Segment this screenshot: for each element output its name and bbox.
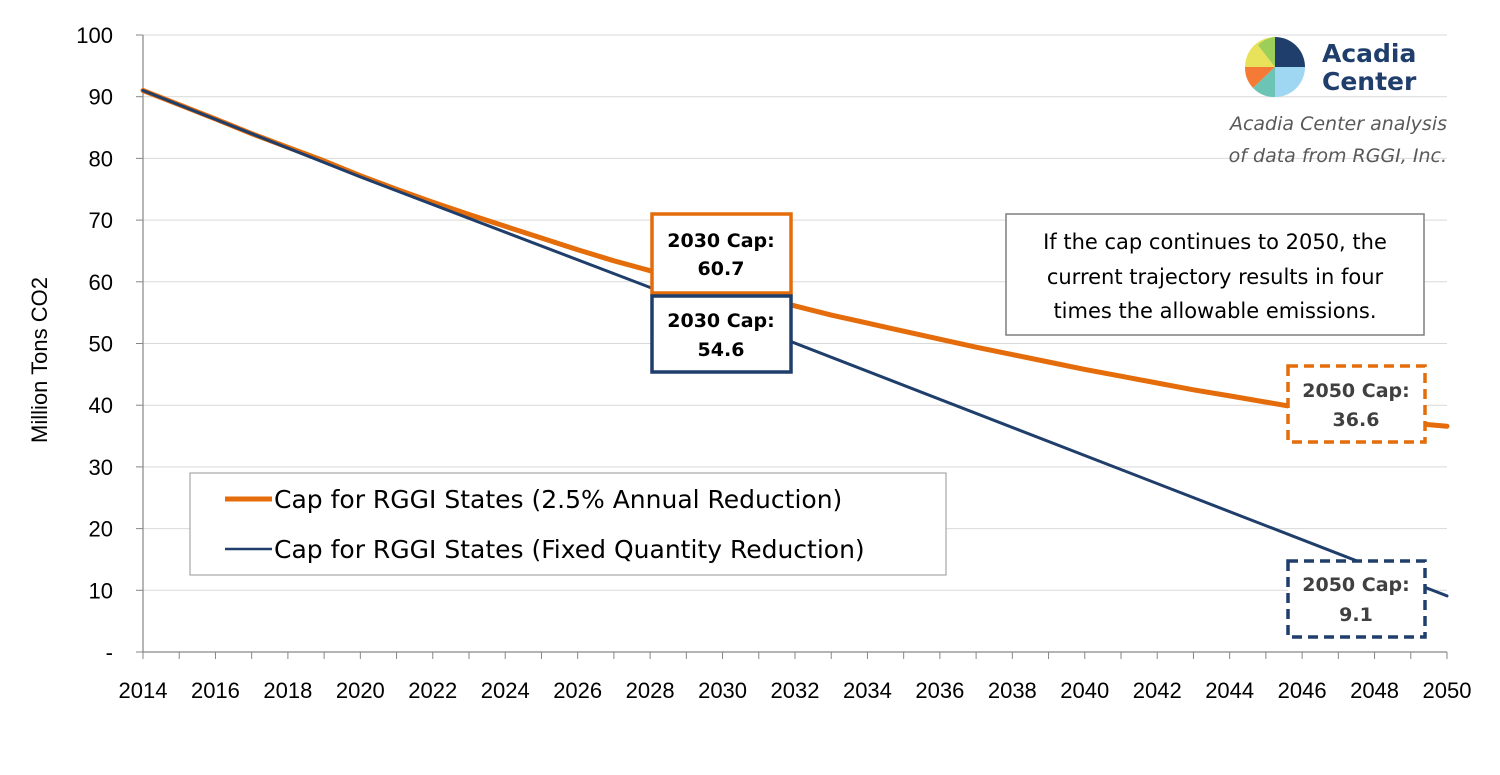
source-line: Acadia Center analysis xyxy=(1228,113,1447,135)
x-tick-label: 2020 xyxy=(336,678,385,703)
x-tick-label: 2048 xyxy=(1350,678,1399,703)
series-line-2 xyxy=(141,89,1449,598)
logo-text: Center xyxy=(1322,67,1417,96)
y-tick-label: 60 xyxy=(89,270,113,295)
axes xyxy=(136,34,1448,659)
x-tick-label: 2018 xyxy=(263,678,312,703)
y-tick-label: 90 xyxy=(89,85,113,110)
logo-text: Acadia xyxy=(1322,39,1416,68)
annotation-2050-orange: 2050 Cap: 36.6 xyxy=(1286,364,1427,444)
x-tick-label: 2032 xyxy=(771,678,820,703)
annotation-value: 36.6 xyxy=(1333,409,1380,431)
annotation-2050-blue: 2050 Cap: 9.1 xyxy=(1286,559,1427,639)
x-tick-label: 2028 xyxy=(626,678,675,703)
series-lines xyxy=(140,88,1450,598)
y-tick-label: 80 xyxy=(89,146,113,171)
x-tick-label: 2014 xyxy=(119,678,168,703)
y-tick-label: 70 xyxy=(89,208,113,233)
x-tick-labels: 2014 2016 2018 2020 2022 2024 2026 2028 2030 2032… xyxy=(119,678,1472,703)
legend: Cap for RGGI States (2.5% Annual Reducti… xyxy=(189,472,947,576)
y-tick-label: 50 xyxy=(89,332,113,357)
y-tick-label: 40 xyxy=(89,393,113,418)
annotation-value: 54.6 xyxy=(698,339,745,361)
y-tick-label: 20 xyxy=(89,517,113,542)
annotation-value: 60.7 xyxy=(698,258,745,280)
x-tick-label: 2036 xyxy=(915,678,964,703)
x-tick-label: 2030 xyxy=(698,678,747,703)
x-tick-label: 2034 xyxy=(843,678,892,703)
annotation-label: 2030 Cap: xyxy=(667,230,774,252)
x-tick-label: 2038 xyxy=(988,678,1037,703)
x-tick-label: 2042 xyxy=(1133,678,1182,703)
legend-label: Cap for RGGI States (2.5% Annual Reducti… xyxy=(274,485,842,514)
x-tick-label: 2040 xyxy=(1060,678,1109,703)
x-tick-label: 2046 xyxy=(1278,678,1327,703)
annotation-label: 2050 Cap: xyxy=(1302,380,1409,402)
x-tick-label: 2024 xyxy=(481,678,530,703)
x-tick-label: 2016 xyxy=(191,678,240,703)
x-tick-label: 2050 xyxy=(1423,678,1472,703)
annotation-value: 9.1 xyxy=(1339,604,1373,626)
source-line: of data from RGGI, Inc. xyxy=(1229,145,1447,167)
y-tick-label: - xyxy=(106,640,113,665)
annotation-label: 2050 Cap: xyxy=(1302,574,1409,596)
y-tick-label: 10 xyxy=(89,578,113,603)
note-line: current trajectory results in four xyxy=(1047,265,1384,289)
note-line: If the cap continues to 2050, the xyxy=(1043,230,1387,254)
legend-label: Cap for RGGI States (Fixed Quantity Redu… xyxy=(274,535,865,564)
x-tick-label: 2022 xyxy=(408,678,457,703)
annotation-2030-blue: 2030 Cap: 54.6 xyxy=(650,294,793,374)
annotation-label: 2030 Cap: xyxy=(667,310,774,332)
acadia-logo: Acadia Center xyxy=(1244,37,1417,98)
y-tick-labels: - 10 20 30 40 50 60 70 80 90 100 xyxy=(76,23,113,665)
x-tick-label: 2044 xyxy=(1205,678,1254,703)
annotation-2030-orange: 2030 Cap: 60.7 xyxy=(650,212,793,295)
logo-mark-icon xyxy=(1244,37,1305,98)
x-tick-label: 2026 xyxy=(553,678,602,703)
y-tick-label: 30 xyxy=(89,455,113,480)
y-axis-label: Million Tons CO2 xyxy=(27,277,52,443)
note-box: If the cap continues to 2050, the curren… xyxy=(1005,213,1425,336)
note-line: times the allowable emissions. xyxy=(1053,299,1376,323)
y-tick-label: 100 xyxy=(76,23,113,48)
